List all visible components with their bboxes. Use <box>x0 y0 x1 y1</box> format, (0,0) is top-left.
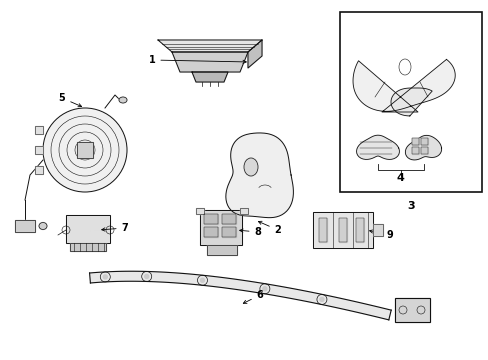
Ellipse shape <box>39 222 47 230</box>
Bar <box>200 210 242 245</box>
Polygon shape <box>356 135 399 159</box>
Polygon shape <box>172 52 247 72</box>
Bar <box>372 224 382 236</box>
Bar <box>355 218 363 242</box>
Ellipse shape <box>119 97 127 103</box>
Bar <box>35 166 43 174</box>
Polygon shape <box>405 135 441 160</box>
Polygon shape <box>158 40 262 52</box>
Bar <box>35 146 43 154</box>
Circle shape <box>103 275 107 279</box>
Circle shape <box>263 287 266 291</box>
Bar <box>203 214 218 224</box>
Bar <box>312 212 372 248</box>
Circle shape <box>144 274 148 279</box>
Text: 4: 4 <box>395 173 403 183</box>
Bar <box>15 220 35 232</box>
Text: 7: 7 <box>102 223 128 233</box>
Bar <box>35 126 43 134</box>
Bar <box>312 212 372 248</box>
Bar <box>411 147 418 154</box>
Bar <box>203 227 218 237</box>
Bar <box>203 227 218 237</box>
Bar <box>240 208 247 214</box>
Bar <box>339 12 481 192</box>
Bar <box>35 146 43 154</box>
Text: 5: 5 <box>59 93 81 107</box>
Circle shape <box>81 146 89 154</box>
Text: 2: 2 <box>258 221 281 235</box>
Bar <box>338 218 346 242</box>
Bar <box>77 142 93 158</box>
Bar <box>240 208 247 214</box>
Text: 1: 1 <box>148 55 246 65</box>
Bar <box>70 243 106 251</box>
Polygon shape <box>352 59 454 112</box>
Bar <box>338 218 346 242</box>
Bar <box>222 227 236 237</box>
Bar <box>196 208 203 214</box>
Bar <box>420 147 427 154</box>
Bar <box>394 298 429 322</box>
Bar <box>203 214 218 224</box>
Bar <box>318 218 326 242</box>
Bar <box>318 218 326 242</box>
Bar <box>196 208 203 214</box>
Bar <box>420 147 427 154</box>
Polygon shape <box>247 40 262 68</box>
Text: 6: 6 <box>243 290 263 303</box>
Bar <box>411 147 418 154</box>
Bar <box>411 138 418 145</box>
Bar <box>200 210 242 245</box>
Bar <box>66 215 110 243</box>
Text: 8: 8 <box>239 227 261 237</box>
Polygon shape <box>89 271 390 320</box>
Bar <box>66 215 110 243</box>
Bar <box>35 166 43 174</box>
Bar <box>206 245 237 255</box>
Bar <box>206 245 237 255</box>
Circle shape <box>319 297 323 301</box>
Bar <box>77 142 93 158</box>
Circle shape <box>43 108 127 192</box>
Text: 3: 3 <box>407 201 414 211</box>
Bar <box>70 243 106 251</box>
Bar <box>372 224 382 236</box>
Polygon shape <box>192 72 227 82</box>
Bar <box>355 218 363 242</box>
Bar <box>394 298 429 322</box>
Circle shape <box>200 278 204 282</box>
Polygon shape <box>390 88 431 116</box>
Bar <box>411 138 418 145</box>
Text: 9: 9 <box>369 230 392 240</box>
Bar <box>420 138 427 145</box>
Ellipse shape <box>244 158 258 176</box>
Bar <box>420 138 427 145</box>
Bar <box>222 227 236 237</box>
Polygon shape <box>225 133 293 218</box>
Bar <box>35 126 43 134</box>
Bar <box>15 220 35 232</box>
Bar <box>222 214 236 224</box>
Bar <box>222 214 236 224</box>
